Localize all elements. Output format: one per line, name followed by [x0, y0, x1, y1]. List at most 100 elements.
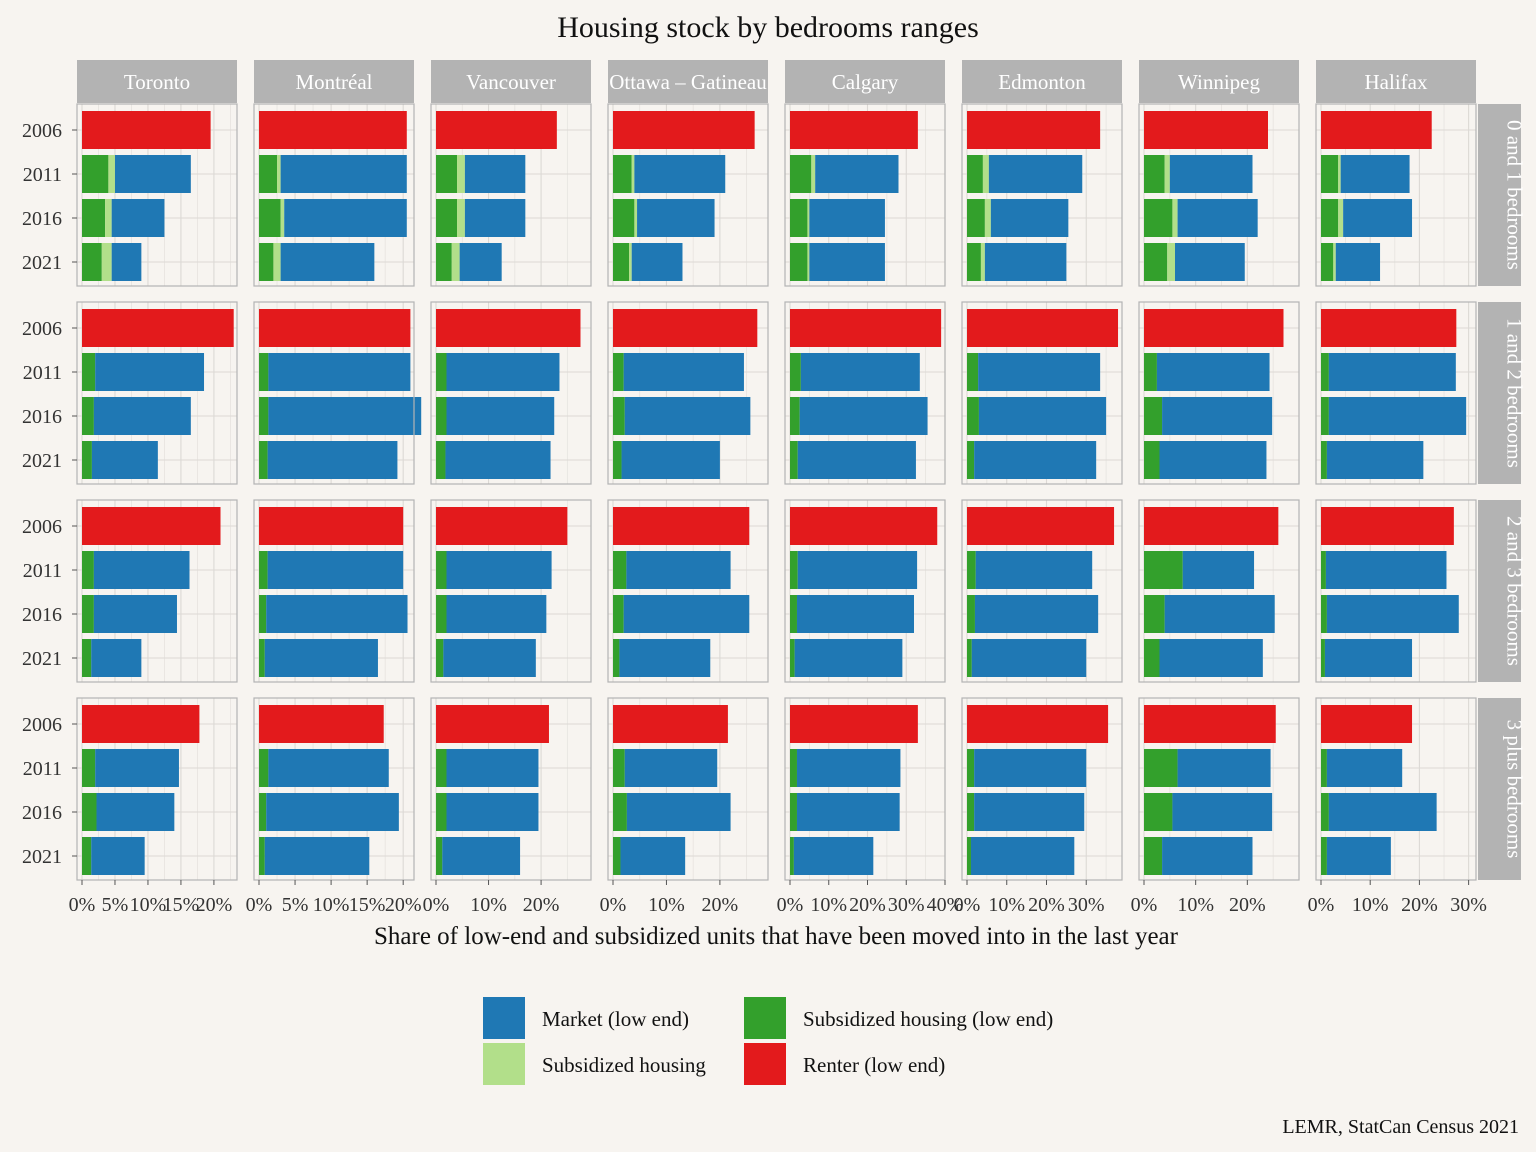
bar-subsidized_low	[259, 551, 268, 589]
bar-market	[1335, 243, 1381, 281]
y-tick-label: 2021	[22, 450, 62, 472]
panel-border	[607, 103, 769, 287]
panel-0-6	[1138, 103, 1300, 287]
bar-renter	[790, 111, 918, 149]
bar-market	[970, 837, 1075, 875]
bar-subsidized_low	[1321, 441, 1327, 479]
bar-subsidized_low	[82, 199, 106, 237]
bar-subsidized_low	[1321, 199, 1339, 237]
panel-border	[76, 499, 238, 683]
bar-subsidized	[1167, 243, 1175, 281]
bar-subsidized	[1333, 243, 1336, 281]
x-tick-label: 0%	[1308, 894, 1335, 916]
bar-subsidized_low	[967, 551, 976, 589]
bar-market	[797, 551, 918, 589]
bar-subsidized_low	[613, 595, 624, 633]
bar-subsidized	[1172, 199, 1178, 237]
panel-2-3	[607, 499, 769, 683]
bar-renter	[613, 705, 728, 743]
bar-subsidized	[811, 155, 816, 193]
facet-strip-4	[785, 60, 945, 103]
facet-strip-label-city: Halifax	[1365, 70, 1428, 94]
panel-1-6	[1138, 301, 1300, 485]
bar-market	[445, 441, 551, 479]
bar-subsidized_low	[82, 441, 92, 479]
bar-subsidized	[105, 199, 112, 237]
panel-border	[1315, 301, 1477, 485]
panel-border	[1315, 697, 1477, 881]
bar-market	[978, 353, 1101, 391]
bar-market	[96, 793, 175, 831]
bar-subsidized_low	[790, 199, 808, 237]
bar-market	[464, 199, 526, 237]
bar-renter	[967, 705, 1109, 743]
bar-subsidized_low	[1321, 837, 1327, 875]
bar-subsidized_low	[1144, 441, 1160, 479]
bar-subsidized	[634, 199, 638, 237]
bar-subsidized_low	[1144, 397, 1163, 435]
bar-subsidized_low	[790, 243, 808, 281]
x-tick-label: 30%	[1450, 894, 1487, 916]
bar-subsidized_low	[1144, 595, 1165, 633]
x-tick-label: 30%	[1068, 894, 1105, 916]
bar-renter	[82, 507, 221, 545]
bar-market	[446, 397, 555, 435]
bar-market	[442, 837, 521, 875]
x-tick-label: 20%	[523, 894, 560, 916]
bar-market	[1156, 353, 1270, 391]
bar-subsidized_low	[967, 595, 975, 633]
bar-subsidized_low	[790, 551, 798, 589]
row-strip-label-bedrooms: 3 plus bedrooms	[1503, 720, 1527, 859]
bar-market	[111, 199, 165, 237]
panel-border	[1315, 103, 1477, 287]
bar-renter	[1321, 309, 1457, 347]
x-axis-label: Share of low-end and subsidized units th…	[374, 923, 1179, 950]
bar-market	[93, 397, 191, 435]
row-strip-2	[1478, 500, 1521, 682]
bar-market	[631, 243, 683, 281]
bar-subsidized	[984, 199, 991, 237]
y-tick-label: 2016	[22, 802, 62, 824]
facet-strip-label-city: Winnipeg	[1178, 70, 1260, 94]
bar-market	[626, 551, 731, 589]
y-tick-label: 2011	[23, 560, 62, 582]
row-strip-label-bedrooms: 2 and 3 bedrooms	[1503, 516, 1527, 666]
bar-market	[626, 793, 731, 831]
bar-subsidized_low	[1321, 353, 1329, 391]
panel-border	[430, 301, 592, 485]
panel-1-7	[1315, 301, 1477, 485]
panel-3-1: 0% 5% 10% 15% 20%	[246, 697, 422, 916]
facet-strip-label-city: Calgary	[832, 70, 899, 94]
panel-border	[784, 697, 946, 881]
panel-0-4	[784, 103, 946, 287]
panel-3-6: 0% 10% 20%	[1131, 697, 1300, 916]
bar-renter	[967, 309, 1119, 347]
bar-renter	[259, 507, 404, 545]
panel-border	[607, 301, 769, 485]
bar-subsidized	[1338, 155, 1341, 193]
panel-1-0	[76, 301, 238, 485]
facet-strip-1	[254, 60, 414, 103]
bar-subsidized_low	[1144, 353, 1157, 391]
panel-border	[253, 499, 415, 683]
bar-subsidized_low	[436, 793, 447, 831]
bar-market	[95, 353, 205, 391]
bar-subsidized	[273, 243, 281, 281]
bar-renter	[82, 309, 234, 347]
bar-subsidized_low	[967, 793, 975, 831]
bar-subsidized_low	[967, 155, 983, 193]
bar-subsidized_low	[613, 243, 630, 281]
panel-1-3	[607, 301, 769, 485]
row-strip-label-bedrooms: 1 and 2 bedrooms	[1503, 318, 1527, 468]
bar-subsidized_low	[790, 837, 794, 875]
bar-subsidized_low	[82, 397, 94, 435]
bar-market	[93, 551, 190, 589]
y-tick-label: 2006	[22, 120, 62, 142]
legend-label: Subsidized housing	[542, 1053, 706, 1077]
bar-subsidized_low	[82, 155, 109, 193]
x-tick-label: 15%	[163, 894, 200, 916]
bar-market	[990, 199, 1069, 237]
bar-market	[809, 243, 885, 281]
bar-subsidized_low	[790, 595, 797, 633]
bar-market	[267, 551, 404, 589]
